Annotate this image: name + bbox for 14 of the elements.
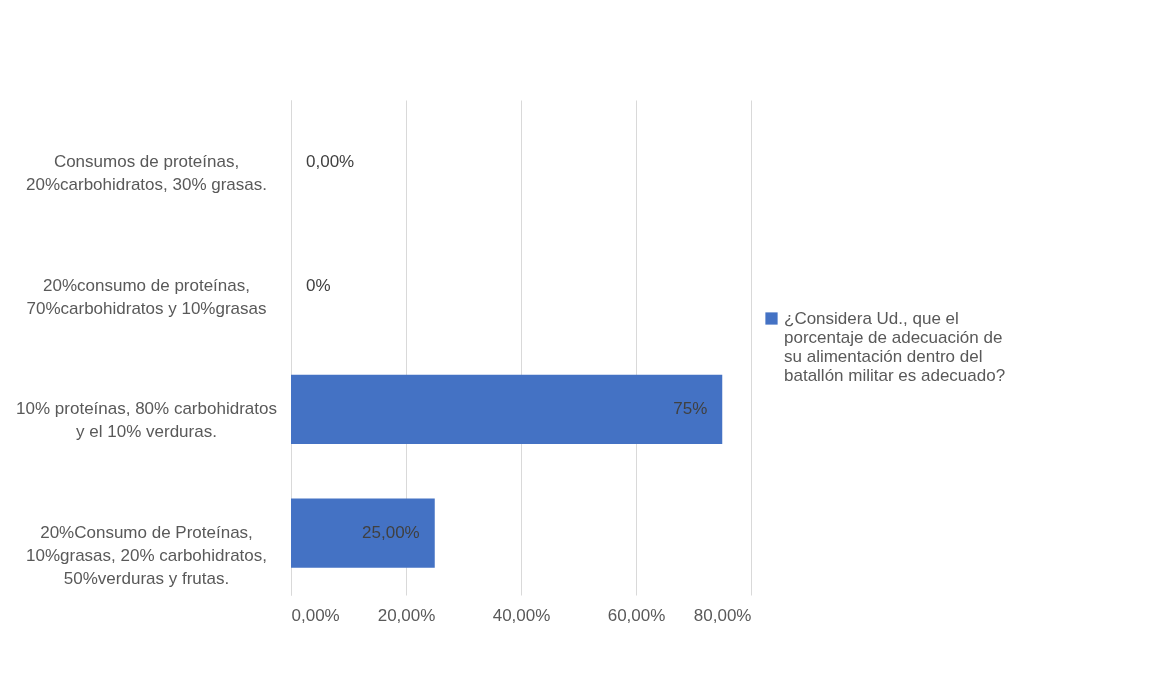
y-tick-label: 10% proteínas, 80% carbohidratos y el 10% verduras. [16, 399, 277, 442]
x-tick-label: 80,00% [693, 605, 752, 625]
data-label: 0,00% [306, 151, 355, 171]
y-tick-label: 20%Consumo de Proteínas, 10%grasas, 20% carbohidratos, 50%verduras y frutas. [26, 523, 267, 589]
data-label: 0% [306, 275, 331, 295]
x-tick-label: 0,00% [291, 605, 340, 625]
x-tick-label: 60,00% [607, 605, 666, 625]
legend-label: ¿Considera Ud., que el porcentaje de adecuación de su alimentación dentro del batallón militar es adecuado? [784, 308, 1006, 385]
x-tick-label: 40,00% [492, 605, 551, 625]
y-tick-label: Consumos de proteínas, 20%carbohidratos, 30% grasas. [26, 151, 267, 194]
y-tick-label: 20%consumo de proteínas, 70%carbohidratos y 10%grasas [26, 275, 267, 318]
x-tick-label: 20,00% [377, 605, 436, 625]
data-label: 25,00% [362, 523, 420, 543]
data-label: 75% [673, 399, 708, 419]
